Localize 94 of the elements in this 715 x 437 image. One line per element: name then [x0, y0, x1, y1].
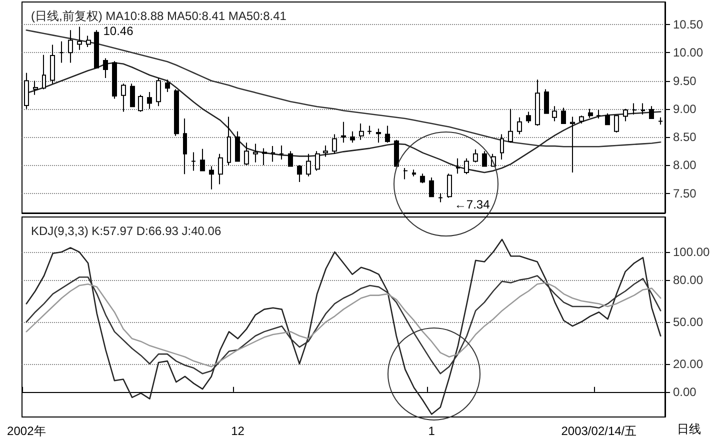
- y-tick-label: 0.00: [673, 384, 697, 399]
- y-tick-label: 8.00: [673, 158, 697, 172]
- candlestick: [412, 169, 416, 177]
- annotation: ←7.34: [454, 197, 490, 212]
- y-tick-label: 80.00: [673, 272, 704, 287]
- y-tick-label: 9.50: [673, 74, 697, 88]
- candlestick: [403, 167, 408, 180]
- candlestick: [605, 112, 610, 126]
- candlestick: [570, 116, 575, 173]
- candlestick: [517, 116, 522, 135]
- candlestick: [235, 130, 240, 162]
- candlestick: [596, 110, 601, 119]
- y-tick-label: 10.50: [673, 18, 704, 32]
- candlestick: [367, 125, 372, 135]
- candlestick: [429, 177, 434, 198]
- candlestick: [42, 54, 46, 90]
- candlestick: [579, 115, 584, 124]
- candlestick: [94, 30, 99, 68]
- candlestick: [279, 144, 284, 160]
- candlestick: [68, 30, 73, 64]
- candlestick: [588, 108, 593, 118]
- candlestick: [649, 106, 654, 120]
- text: KDJ(9,3,3) K:57.97 D:66.93 J:40.06: [31, 224, 222, 238]
- y-tick-label: 50.00: [673, 314, 704, 329]
- candlestick: [33, 80, 38, 96]
- x-tick-label: 1: [428, 424, 436, 437]
- candlestick: [121, 83, 126, 112]
- x-tick-label: 2002年: [7, 424, 46, 437]
- candlestick: [535, 79, 540, 126]
- candlestick: [24, 72, 29, 110]
- candlestick: [552, 106, 557, 122]
- candlestick: [544, 88, 549, 114]
- candlestick: [376, 128, 381, 144]
- annotation: 10.46: [103, 24, 134, 38]
- text: 日线: [677, 422, 701, 436]
- x-tick-label: 2003/02/14/五: [561, 424, 637, 437]
- x-tick-label: 12: [231, 424, 245, 437]
- candlestick: [112, 60, 117, 100]
- candlestick: [359, 123, 364, 140]
- candlestick: [227, 116, 231, 166]
- candlestick: [658, 116, 663, 126]
- candlestick: [50, 44, 55, 84]
- candlestick: [526, 111, 531, 124]
- candlestick: [130, 83, 135, 108]
- candlestick: [271, 146, 275, 162]
- candlestick: [174, 88, 179, 136]
- candlestick: [165, 79, 170, 93]
- candlestick: [473, 148, 478, 163]
- candlestick: [288, 150, 293, 167]
- candlestick: [138, 94, 143, 112]
- candlestick: [332, 134, 337, 154]
- candlestick: [561, 107, 566, 124]
- candlestick: [200, 148, 205, 172]
- candlestick: [262, 148, 267, 166]
- candlestick: [482, 150, 487, 167]
- candlestick: [420, 173, 425, 184]
- y-tick-label: 8.50: [673, 130, 697, 144]
- text: (日线,前复权) MA10:8.88 MA50:8.41 MA50:8.41: [31, 9, 287, 23]
- candlestick: [385, 125, 390, 144]
- candlestick: [191, 152, 196, 172]
- candlestick: [341, 121, 346, 144]
- candlestick: [508, 108, 513, 144]
- candlestick: [323, 144, 328, 158]
- candlestick: [59, 40, 64, 64]
- y-tick-label: 20.00: [673, 356, 704, 371]
- candlestick: [614, 115, 619, 134]
- candlestick: [306, 153, 311, 177]
- candlestick: [209, 166, 214, 190]
- candlestick: [156, 77, 161, 107]
- candlestick: [394, 139, 399, 167]
- candlestick: [244, 142, 249, 166]
- candlestick: [438, 192, 443, 203]
- candlestick: [623, 108, 628, 122]
- y-tick-label: 9.00: [673, 102, 697, 116]
- y-tick-label: 10.00: [673, 46, 704, 60]
- candlestick: [456, 158, 460, 174]
- candlestick: [103, 58, 108, 78]
- candlestick: [500, 134, 504, 160]
- candlestick: [632, 102, 637, 116]
- line-series: [26, 238, 662, 415]
- candlestick: [147, 92, 152, 110]
- candlestick: [183, 118, 187, 175]
- candlestick: [464, 158, 469, 175]
- candlestick: [350, 130, 355, 144]
- candlestick: [86, 35, 91, 48]
- candlestick: [447, 173, 452, 198]
- candlestick: [297, 164, 302, 183]
- candlestick: [315, 150, 320, 172]
- y-tick-label: 7.50: [673, 186, 697, 200]
- candlestick: [253, 143, 258, 163]
- y-tick-label: 100.00: [673, 244, 710, 259]
- candlestick: [641, 102, 645, 116]
- candlestick: [77, 26, 82, 50]
- candlestick: [218, 153, 223, 185]
